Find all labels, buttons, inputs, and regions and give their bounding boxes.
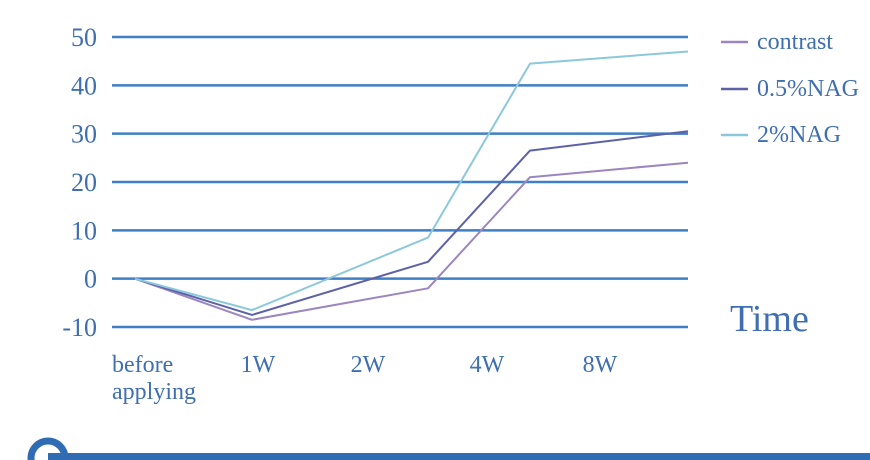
y-axis-ticks: 50 40 30 20 10 0 -10 [62, 23, 97, 342]
x-axis-title: Time [730, 298, 809, 340]
x-axis-ticks: before applying 1W 2W 4W 8W [112, 352, 618, 405]
x-tick-label: before applying [112, 352, 196, 405]
legend-label: 2%NAG [757, 122, 841, 148]
legend: contrast 0.5%NAG 2%NAG [721, 29, 859, 148]
y-tick-label: 20 [71, 168, 97, 197]
y-tick-label: 0 [84, 265, 97, 294]
bottom-divider [48, 453, 870, 460]
x-tick-label-line: 4W [470, 352, 505, 378]
x-tick-label-line: 2W [351, 352, 386, 378]
y-tick-label: 10 [71, 216, 97, 245]
bottom-bar [27, 437, 870, 460]
series-line-0 [134, 161, 689, 321]
y-tick-label: 50 [71, 23, 97, 52]
series-line-2 [134, 50, 689, 312]
x-tick-label-line: 8W [583, 352, 618, 378]
x-tick-label: 8W [583, 352, 618, 378]
x-tick-label: 2W [351, 352, 386, 378]
x-tick-label-line: before [112, 352, 173, 378]
grid-layer [112, 35, 688, 329]
legend-label: contrast [757, 29, 833, 55]
x-tick-label-line: 1W [241, 352, 276, 378]
x-tick-label: 1W [241, 352, 276, 378]
y-tick-label: 40 [71, 71, 97, 100]
y-tick-label: -10 [62, 313, 97, 342]
legend-label: 0.5%NAG [757, 76, 859, 102]
x-tick-label: 4W [470, 352, 505, 378]
series-layer [134, 50, 689, 321]
ring-icon [27, 437, 69, 460]
y-tick-label: 30 [71, 120, 97, 149]
series-line-1 [134, 130, 689, 316]
x-tick-label-line: applying [112, 379, 196, 405]
